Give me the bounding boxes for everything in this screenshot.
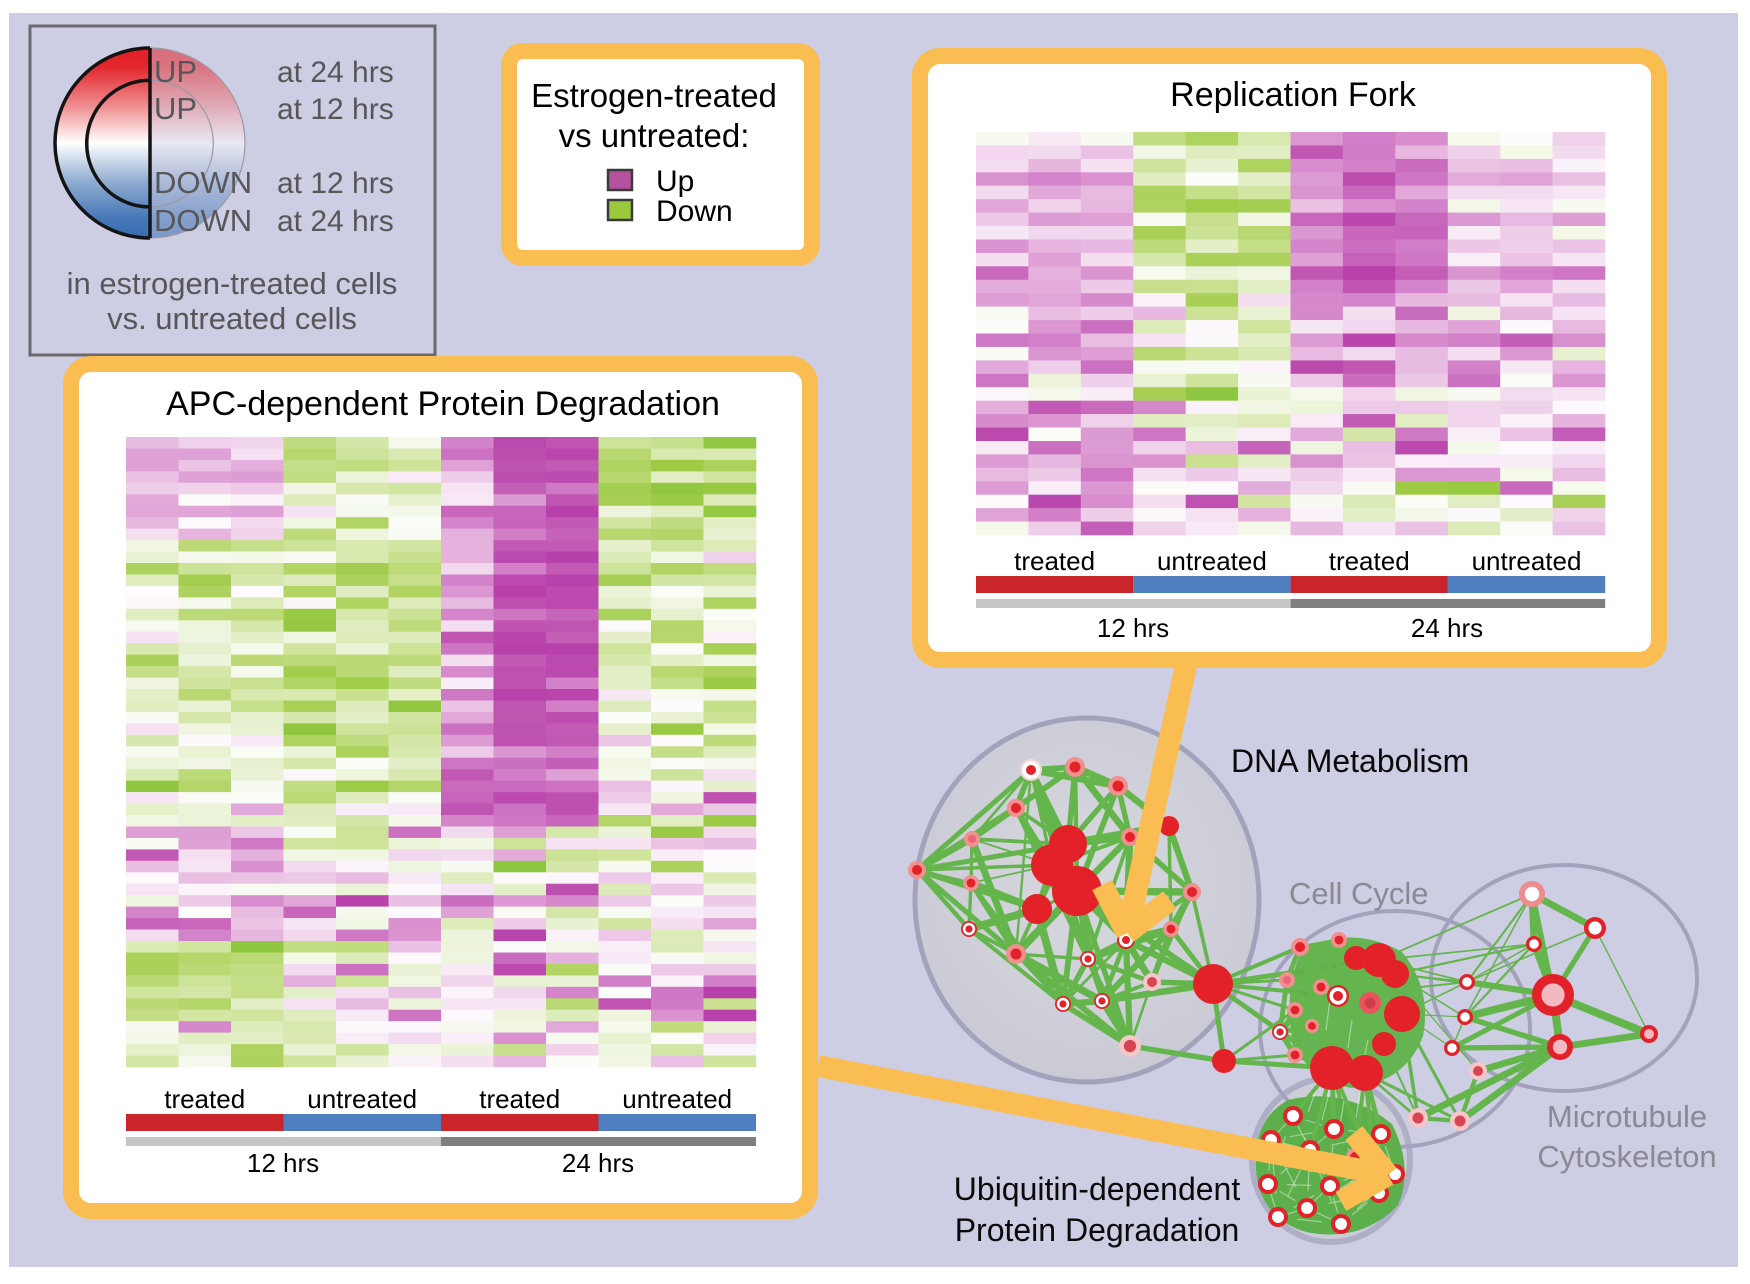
svg-text:Microtubule: Microtubule (1547, 1099, 1707, 1134)
svg-text:treated: treated (1014, 546, 1095, 576)
svg-text:APC-dependent Protein Degradat: APC-dependent Protein Degradation (166, 385, 720, 423)
svg-text:DNA Metabolism: DNA Metabolism (1231, 743, 1469, 779)
svg-text:Up: Up (656, 165, 694, 198)
svg-text:Ubiquitin-dependent: Ubiquitin-dependent (954, 1171, 1241, 1207)
svg-text:24 hrs: 24 hrs (1411, 613, 1483, 643)
svg-text:Replication Fork: Replication Fork (1170, 76, 1417, 114)
svg-text:treated: treated (1329, 546, 1410, 576)
svg-text:Estrogen-treated: Estrogen-treated (531, 77, 777, 114)
svg-text:in estrogen-treated cells: in estrogen-treated cells (67, 266, 398, 301)
svg-text:DOWN: DOWN (154, 203, 252, 238)
svg-text:at 24 hrs: at 24 hrs (277, 205, 394, 238)
svg-text:untreated: untreated (622, 1084, 732, 1114)
svg-text:treated: treated (164, 1084, 245, 1114)
svg-text:24 hrs: 24 hrs (562, 1148, 634, 1178)
svg-text:at 12 hrs: at 12 hrs (277, 167, 394, 200)
svg-text:vs untreated:: vs untreated: (559, 117, 750, 154)
svg-text:untreated: untreated (307, 1084, 417, 1114)
svg-text:Down: Down (656, 195, 733, 228)
svg-text:12 hrs: 12 hrs (1097, 613, 1169, 643)
svg-text:Protein Degradation: Protein Degradation (955, 1212, 1240, 1248)
svg-text:12 hrs: 12 hrs (247, 1148, 319, 1178)
svg-text:untreated: untreated (1472, 546, 1582, 576)
svg-text:UP: UP (154, 91, 197, 126)
svg-text:at 24 hrs: at 24 hrs (277, 56, 394, 89)
svg-text:DOWN: DOWN (154, 165, 252, 200)
svg-text:untreated: untreated (1157, 546, 1267, 576)
svg-text:at 12 hrs: at 12 hrs (277, 93, 394, 126)
svg-text:vs. untreated cells: vs. untreated cells (107, 301, 357, 336)
svg-text:Cytoskeleton: Cytoskeleton (1537, 1139, 1716, 1174)
svg-text:treated: treated (479, 1084, 560, 1114)
svg-text:Cell Cycle: Cell Cycle (1289, 876, 1429, 911)
svg-text:UP: UP (154, 54, 197, 89)
